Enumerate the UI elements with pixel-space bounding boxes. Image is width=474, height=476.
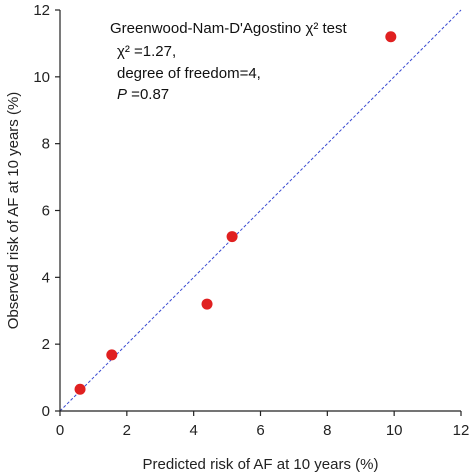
reference-diagonal-line: [59, 9, 462, 412]
x-tick-label: 12: [453, 422, 470, 439]
test-annotation: Greenwood-Nam-D'Agostino χ² test χ² =1.2…: [110, 20, 347, 103]
y-axis-label: Observed risk of AF at 10 years (%): [5, 92, 22, 330]
y-tick-label: 8: [42, 136, 50, 153]
reference-line-layer: [59, 9, 462, 412]
x-tick-label: 4: [189, 422, 197, 439]
p-symbol: P: [117, 86, 127, 103]
data-point: [74, 383, 86, 395]
ticks: 0 2 4 6 8 10 12 0 2 4 6 8 10 12: [33, 2, 469, 439]
y-tick-label: 12: [33, 2, 50, 19]
annotation-p-value: P =0.87: [117, 86, 169, 103]
annotation-title: Greenwood-Nam-D'Agostino χ² test: [110, 20, 347, 37]
data-point: [385, 31, 397, 43]
annotation-degrees-of-freedom: degree of freedom=4,: [117, 65, 261, 82]
y-tick-label: 6: [42, 203, 50, 220]
y-tick-label: 0: [42, 403, 50, 420]
data-points: [74, 31, 397, 395]
data-point: [201, 298, 213, 310]
annotation-chi-square: χ² =1.27,: [117, 43, 176, 60]
x-tick-label: 2: [123, 422, 131, 439]
x-tick-label: 10: [386, 422, 403, 439]
data-point: [226, 231, 238, 243]
x-tick-label: 6: [256, 422, 264, 439]
y-tick-label: 4: [42, 269, 50, 286]
x-axis-label: Predicted risk of AF at 10 years (%): [143, 456, 379, 473]
data-point: [106, 349, 118, 361]
p-value: =0.87: [127, 86, 169, 103]
x-tick-label: 0: [56, 422, 64, 439]
y-tick-label: 10: [33, 69, 50, 86]
y-tick-label: 2: [42, 336, 50, 353]
x-tick-label: 8: [323, 422, 331, 439]
